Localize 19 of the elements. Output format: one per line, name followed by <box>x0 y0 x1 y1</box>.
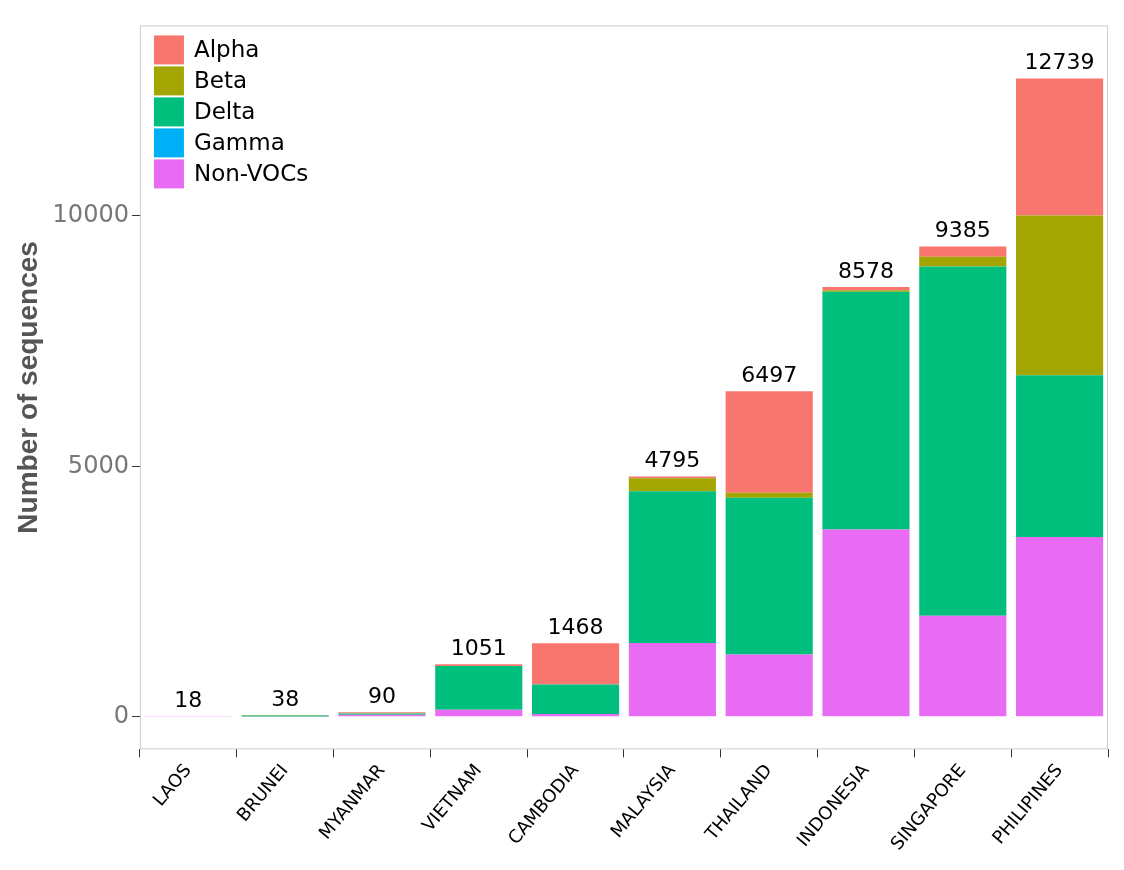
legend-label: Beta <box>193 66 247 93</box>
y-tick-label: 0 <box>113 701 129 730</box>
y-tick-label: 5000 <box>67 450 129 479</box>
legend-label: Gamma <box>193 128 285 155</box>
total-label: 12739 <box>1024 49 1095 75</box>
total-label: 1051 <box>450 634 507 660</box>
total-label: 38 <box>271 685 300 711</box>
legend-label: Delta <box>193 97 256 124</box>
total-label: 6497 <box>741 362 798 388</box>
legend-label: Non-VOCs <box>193 159 309 186</box>
legend-label: Alpha <box>193 35 260 62</box>
total-label: 18 <box>174 686 203 712</box>
y-axis-title: Number of sequences <box>11 241 43 534</box>
total-label: 90 <box>367 683 396 709</box>
total-label: 8578 <box>837 257 894 283</box>
total-label: 1468 <box>547 614 604 639</box>
y-tick-label: 10000 <box>52 200 129 229</box>
total-label: 4795 <box>644 447 701 473</box>
total-label: 9385 <box>934 217 991 243</box>
